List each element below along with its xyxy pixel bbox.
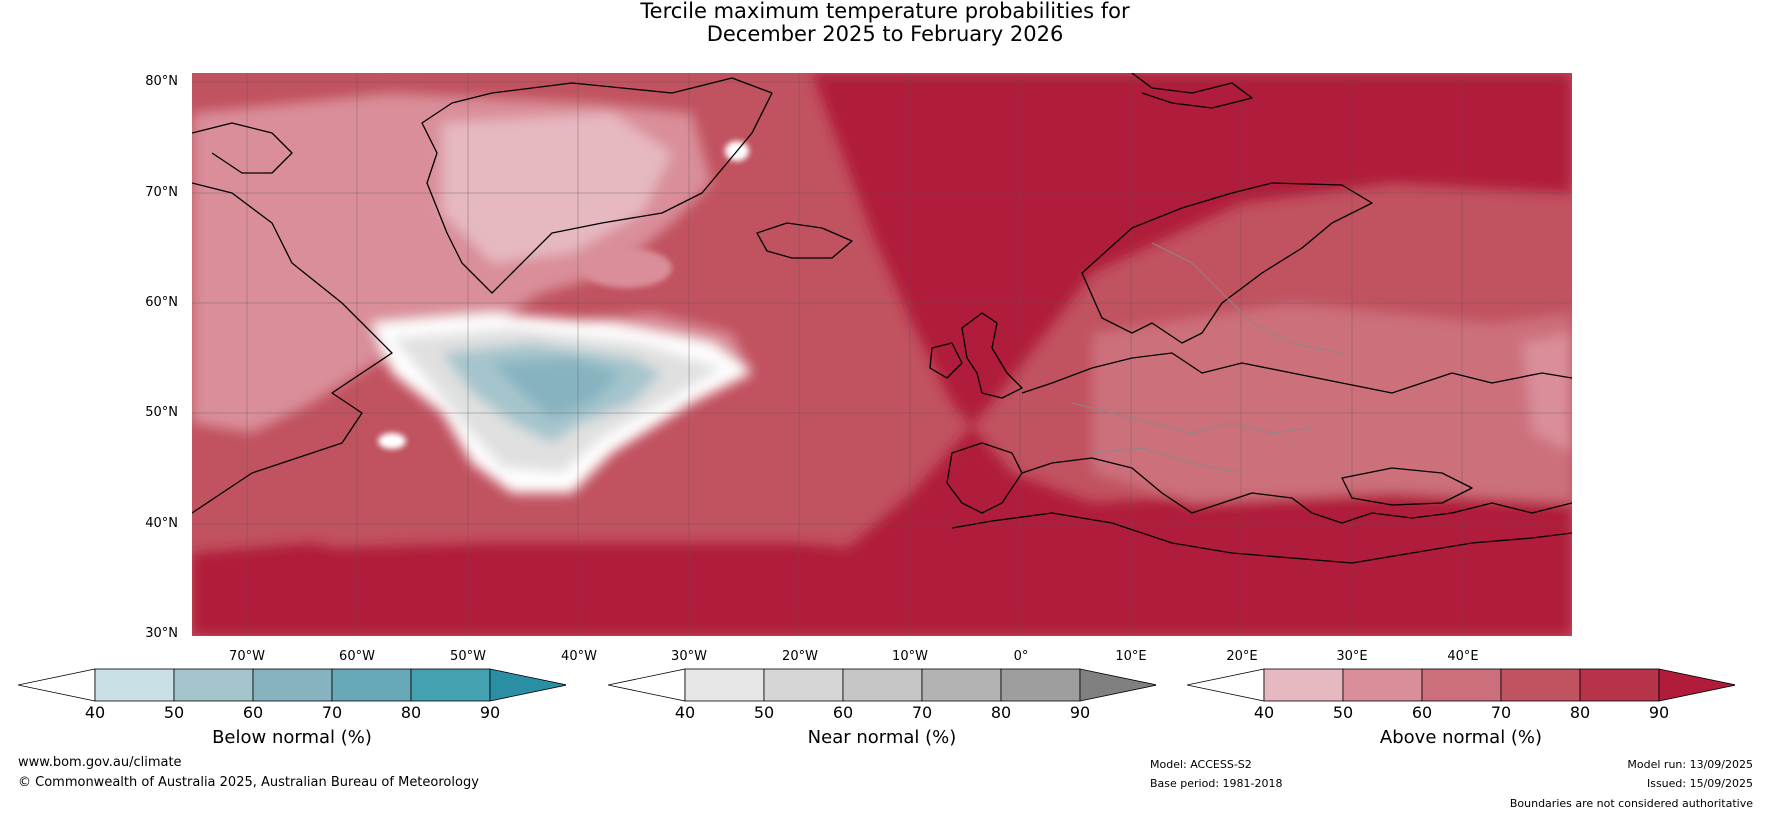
colorbar-tick-label: 40 xyxy=(675,703,695,722)
lon-label-50W: 50°W xyxy=(450,649,486,664)
colorbar-tick-label: 50 xyxy=(164,703,184,722)
colorbar-extend-high xyxy=(489,668,566,702)
lat-label-30N: 30°N xyxy=(145,626,178,641)
colorbar-segment xyxy=(331,668,412,702)
colorbar-extend-low xyxy=(1187,668,1265,702)
colorbar-tick-label: 70 xyxy=(912,703,932,722)
footer-website: www.bom.gov.au/climate xyxy=(18,755,182,770)
colorbar-extend-low xyxy=(18,668,96,702)
colorbar-above-normal: 40 50 60 70 80 90 xyxy=(1187,668,1735,722)
colorbar-segment xyxy=(1579,668,1660,702)
colorbar-tick-label: 60 xyxy=(1412,703,1432,722)
colorbar-below-normal: 40 50 60 70 80 90 xyxy=(18,668,566,722)
colorbar-extend-high xyxy=(1079,668,1156,702)
lon-label-10E: 10°E xyxy=(1115,649,1147,664)
footer-copyright: © Commonwealth of Australia 2025, Austra… xyxy=(18,775,479,790)
lon-label-20E: 20°E xyxy=(1226,649,1258,664)
colorbar-label-near: Near normal (%) xyxy=(807,727,957,748)
colorbar-segment xyxy=(921,668,1002,702)
lon-label-0: 0° xyxy=(1013,649,1029,664)
colorbar-tick-label: 70 xyxy=(322,703,342,722)
colorbar-segment xyxy=(1263,668,1344,702)
colorbar-tick-label: 60 xyxy=(833,703,853,722)
colorbar-tick-label: 50 xyxy=(1333,703,1353,722)
colorbar-tick-label: 80 xyxy=(401,703,421,722)
colorbar-segment xyxy=(173,668,254,702)
colorbar-tick-label: 50 xyxy=(754,703,774,722)
lat-label-80N: 80°N xyxy=(145,74,178,89)
lon-label-30W: 30°W xyxy=(671,649,707,664)
footer-base-period: Base period: 1981-2018 xyxy=(1150,777,1283,790)
lon-label-10W: 10°W xyxy=(892,649,928,664)
colorbar-segment xyxy=(252,668,333,702)
colorbar-segment xyxy=(1342,668,1423,702)
colorbar-tick-label: 90 xyxy=(1070,703,1090,722)
colorbar-tick-label: 80 xyxy=(991,703,1011,722)
colorbar-segment xyxy=(410,668,491,702)
probability-map xyxy=(192,73,1572,636)
map-title-line1: Tercile maximum temperature probabilitie… xyxy=(640,0,1130,23)
footer-disclaimer: Boundaries are not considered authoritat… xyxy=(1509,797,1753,810)
lon-label-30E: 30°E xyxy=(1336,649,1368,664)
map-title-line2: December 2025 to February 2026 xyxy=(706,22,1064,46)
colorbar-extend-low xyxy=(608,668,686,702)
colorbar-tick-label: 40 xyxy=(85,703,105,722)
colorbar-near-normal: 40 50 60 70 80 90 xyxy=(608,668,1156,722)
lon-label-40E: 40°E xyxy=(1447,649,1479,664)
lon-label-60W: 60°W xyxy=(339,649,375,664)
colorbar-tick-label: 90 xyxy=(480,703,500,722)
colorbar-segment xyxy=(1421,668,1502,702)
colorbar-segment xyxy=(1000,668,1081,702)
colorbar-segment xyxy=(763,668,844,702)
colorbar-tick-label: 40 xyxy=(1254,703,1274,722)
colorbar-segment xyxy=(1500,668,1581,702)
colorbar-label-above: Above normal (%) xyxy=(1379,727,1543,748)
colorbar-segment xyxy=(684,668,765,702)
colorbar-segment xyxy=(842,668,923,702)
colorbar-tick-label: 60 xyxy=(243,703,263,722)
lat-label-70N: 70°N xyxy=(145,185,178,200)
lat-label-60N: 60°N xyxy=(145,295,178,310)
lat-label-40N: 40°N xyxy=(145,516,178,531)
lon-label-40W: 40°W xyxy=(561,649,597,664)
footer-model: Model: ACCESS-S2 xyxy=(1150,758,1252,771)
colorbar-tick-label: 90 xyxy=(1649,703,1669,722)
colorbar-segment xyxy=(94,668,175,702)
colorbar-label-below: Below normal (%) xyxy=(212,727,372,748)
colorbar-tick-label: 70 xyxy=(1491,703,1511,722)
lon-label-20W: 20°W xyxy=(782,649,818,664)
footer-issued: Issued: 15/09/2025 xyxy=(1646,777,1753,790)
colorbar-tick-label: 80 xyxy=(1570,703,1590,722)
lon-label-70W: 70°W xyxy=(229,649,265,664)
lat-label-50N: 50°N xyxy=(145,405,178,420)
colorbar-extend-high xyxy=(1658,668,1735,702)
footer-model-run: Model run: 13/09/2025 xyxy=(1627,758,1753,771)
